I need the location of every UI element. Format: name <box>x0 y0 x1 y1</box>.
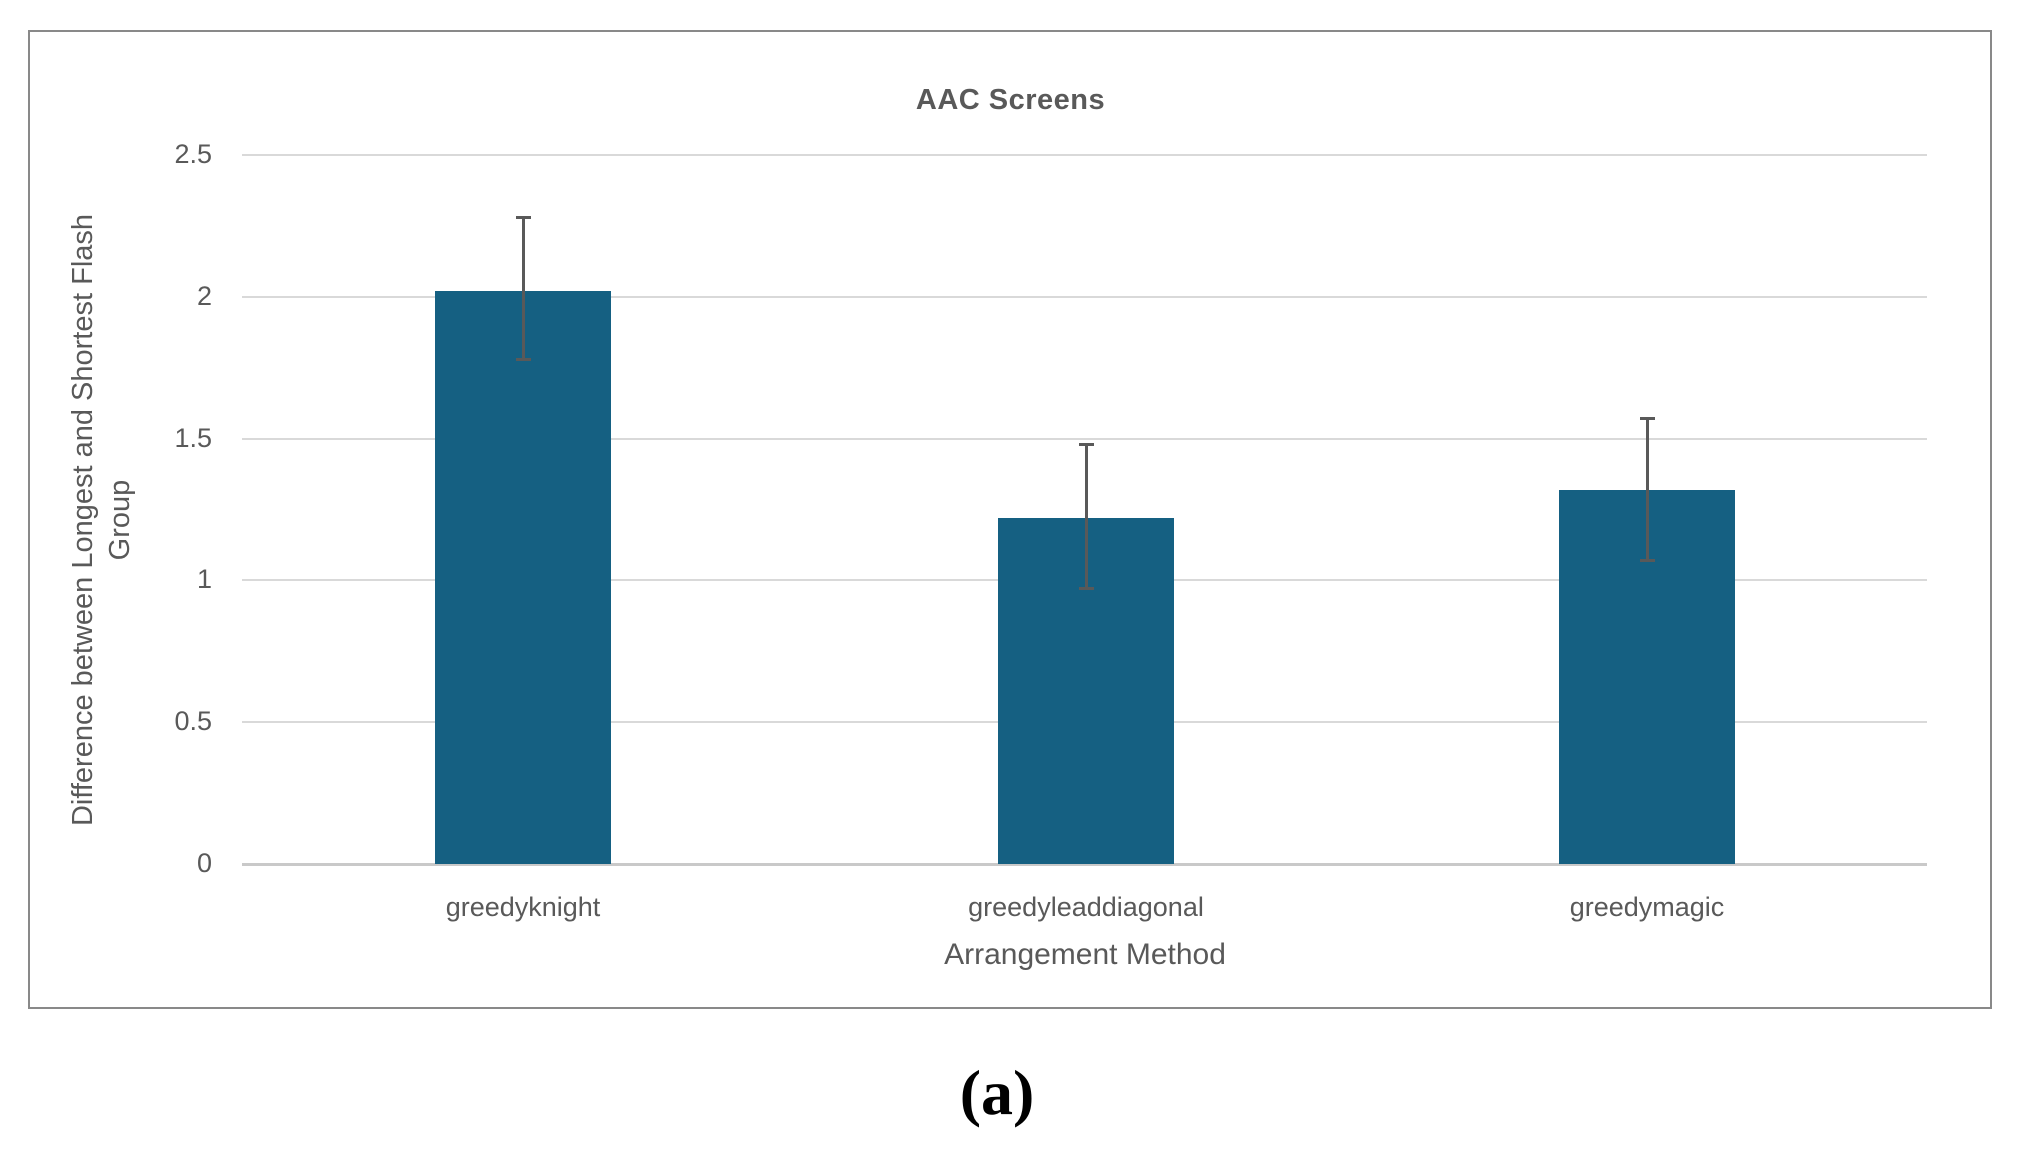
error-cap-bottom-greedymagic <box>1639 559 1655 563</box>
error-cap-bottom-greedyleaddiagonal <box>1078 587 1094 591</box>
figure-caption: (a) <box>959 1057 1035 1128</box>
error-bar-greedymagic <box>1645 418 1649 561</box>
gridline-2.5 <box>242 154 1927 156</box>
error-cap-top-greedyleaddiagonal <box>1078 442 1094 446</box>
bar-greedyknight <box>435 291 611 864</box>
error-bar-greedyleaddiagonal <box>1084 444 1088 589</box>
error-cap-top-greedyknight <box>515 215 531 219</box>
chart-title: AAC Screens <box>915 84 1106 116</box>
y-tick-label-0.5: 0.5 <box>174 706 212 737</box>
x-tick-label-greedyknight: greedyknight <box>445 892 601 922</box>
y-tick-label-2: 2 <box>196 280 212 311</box>
error-cap-top-greedymagic <box>1639 417 1655 421</box>
x-axis-title: Arrangement Method <box>944 938 1226 971</box>
x-tick-label-greedyleaddiagonal: greedyleaddiagonal <box>968 892 1204 922</box>
y-tick-label-1.5: 1.5 <box>174 422 212 453</box>
x-tick-label-greedymagic: greedymagic <box>1569 892 1725 922</box>
x-axis-line <box>242 863 1927 866</box>
error-bar-greedyknight <box>521 217 525 360</box>
y-tick-label-0: 0 <box>196 848 212 878</box>
y-tick-label-1: 1 <box>196 564 212 595</box>
error-cap-bottom-greedyknight <box>515 357 531 361</box>
gridline-1.5 <box>242 437 1927 440</box>
gridline-2 <box>242 295 1927 298</box>
y-tick-label-2.5: 2.5 <box>174 139 212 169</box>
